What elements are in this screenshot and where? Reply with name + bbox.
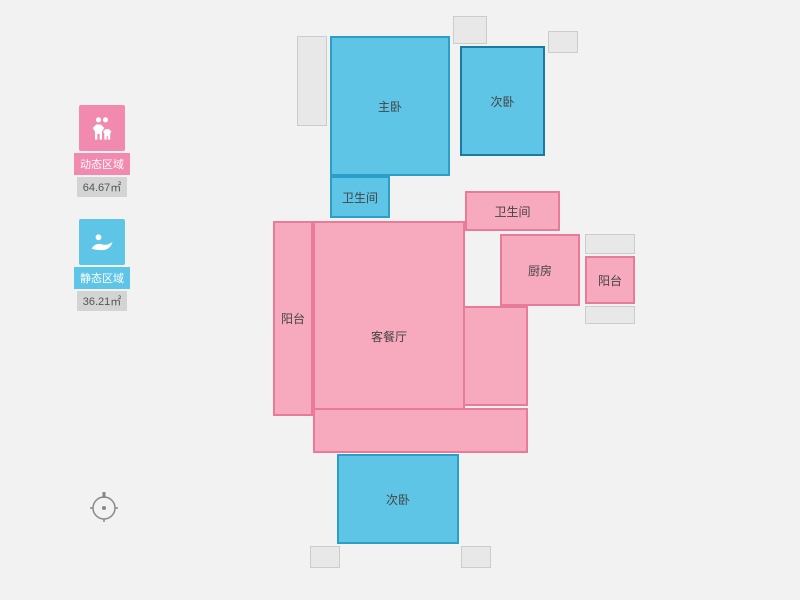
room-label: 客餐厅 [371, 328, 407, 345]
wall-stub [461, 546, 491, 568]
static-zone-icon [79, 219, 125, 265]
wall-stub [585, 234, 635, 254]
wall-stub [585, 306, 635, 324]
room-label: 厨房 [528, 262, 552, 279]
legend-dynamic-value: 64.67㎡ [77, 177, 127, 197]
legend-static-title: 静态区域 [74, 267, 130, 289]
room-bathroom-2: 卫生间 [465, 191, 560, 231]
room-bathroom-1: 卫生间 [330, 176, 390, 218]
room-label: 阳台 [281, 310, 305, 327]
room-label: 主卧 [378, 98, 402, 115]
dynamic-zone-icon [79, 105, 125, 151]
wall-stub [548, 31, 578, 53]
room-second-bedroom-1: 次卧 [460, 46, 545, 156]
room-label: 阳台 [598, 272, 622, 289]
room-living-ext [463, 306, 528, 406]
room-label: 次卧 [490, 93, 514, 110]
room-master-bedroom: 主卧 [330, 36, 450, 176]
room-balcony-1: 阳台 [273, 221, 313, 416]
room-balcony-2: 阳台 [585, 256, 635, 304]
floorplan-canvas: 主卧次卧卫生间卫生间厨房阳台客餐厅阳台次卧 [255, 16, 695, 576]
legend-static-value: 36.21㎡ [77, 291, 127, 311]
room-kitchen: 厨房 [500, 234, 580, 306]
room-label: 次卧 [386, 491, 410, 508]
room-label: 卫生间 [494, 203, 530, 220]
room-second-bedroom-2: 次卧 [337, 454, 459, 544]
wall-stub [453, 16, 487, 44]
legend-dynamic: 动态区域 64.67㎡ [72, 105, 132, 197]
wall-stub [297, 36, 327, 126]
wall-stub [310, 546, 340, 568]
room-label: 卫生间 [342, 189, 378, 206]
room-living-lower [313, 408, 528, 453]
legend-panel: 动态区域 64.67㎡ 静态区域 36.21㎡ [72, 105, 132, 333]
legend-dynamic-title: 动态区域 [74, 153, 130, 175]
compass-icon [88, 490, 120, 522]
legend-static: 静态区域 36.21㎡ [72, 219, 132, 311]
